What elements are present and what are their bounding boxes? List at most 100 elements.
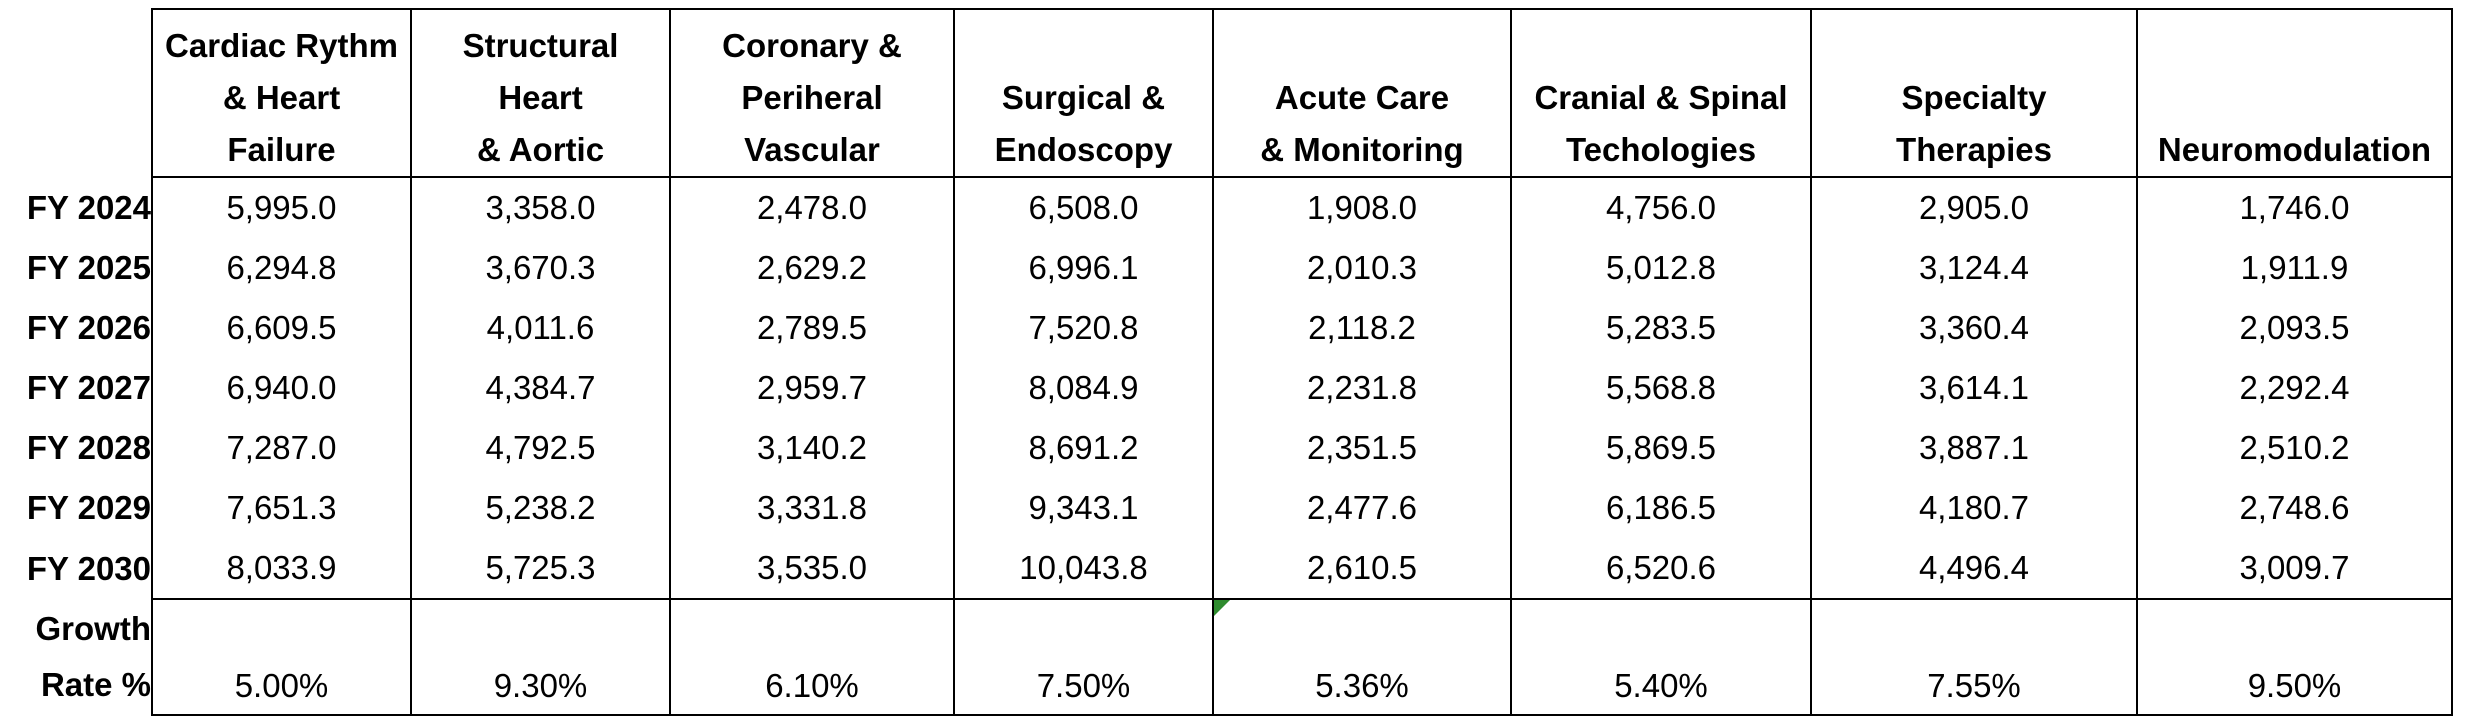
table-cell[interactable]: 6,294.8 [151, 238, 412, 298]
growth-rate-value: 6.10% [765, 667, 859, 704]
column-header[interactable]: Structural Heart & Aortic [410, 8, 671, 178]
table-row: FY 2024 5,995.0 3,358.0 2,478.0 6,508.0 1,908… [0, 177, 2453, 238]
growth-rate-label[interactable]: Growth Rate % [35, 610, 151, 703]
growth-rate-cell[interactable]: 9.30% [410, 599, 671, 716]
table-cell[interactable]: 3,360.4 [1810, 298, 2138, 358]
table-cell[interactable]: 8,084.9 [953, 358, 1214, 418]
growth-rate-row: Growth Rate % 5.00% 9.30% 6.10% 7.50% 5.36% 5.… [0, 599, 2453, 716]
table-cell[interactable]: 2,351.5 [1212, 418, 1512, 478]
table-cell[interactable]: 2,010.3 [1212, 238, 1512, 298]
table-cell[interactable]: 8,691.2 [953, 418, 1214, 478]
growth-rate-cell[interactable]: 9.50% [2136, 599, 2453, 716]
table-cell[interactable]: 5,725.3 [410, 538, 671, 600]
table-cell[interactable]: 2,629.2 [669, 238, 955, 298]
column-header[interactable]: Cardiac Rythm & Heart Failure [151, 8, 412, 178]
row-label[interactable]: FY 2029 [26, 489, 151, 526]
table-cell[interactable]: 3,331.8 [669, 478, 955, 538]
growth-rate-value: 5.40% [1614, 667, 1708, 704]
table-cell[interactable]: 3,358.0 [410, 177, 671, 238]
table-cell[interactable]: 3,614.1 [1810, 358, 2138, 418]
table-cell[interactable]: 2,510.2 [2136, 418, 2453, 478]
table-cell[interactable]: 6,186.5 [1510, 478, 1812, 538]
table-cell[interactable]: 6,609.5 [151, 298, 412, 358]
table-cell[interactable]: 2,292.4 [2136, 358, 2453, 418]
table-cell[interactable]: 3,535.0 [669, 538, 955, 600]
row-label[interactable]: FY 2026 [26, 309, 151, 346]
table-cell[interactable]: 2,093.5 [2136, 298, 2453, 358]
header-row: Cardiac Rythm & Heart Failure Structural… [0, 8, 2453, 178]
table-row: FY 2027 6,940.0 4,384.7 2,959.7 8,084.9 2,231… [0, 358, 2453, 418]
table-cell[interactable]: 3,009.7 [2136, 538, 2453, 600]
table-row: FY 2030 8,033.9 5,725.3 3,535.0 10,043.8 2,61… [0, 538, 2453, 600]
table-row: FY 2026 6,609.5 4,011.6 2,789.5 7,520.8 2,118… [0, 298, 2453, 358]
table-cell[interactable]: 10,043.8 [953, 538, 1214, 600]
growth-rate-value: 5.36% [1315, 667, 1409, 704]
table-cell[interactable]: 5,012.8 [1510, 238, 1812, 298]
column-header[interactable]: Acute Care & Monitoring [1212, 8, 1512, 178]
table-cell[interactable]: 5,283.5 [1510, 298, 1812, 358]
table-cell[interactable]: 6,996.1 [953, 238, 1214, 298]
row-label[interactable]: FY 2024 [26, 188, 151, 226]
table-cell[interactable]: 1,746.0 [2136, 177, 2453, 238]
error-indicator-icon[interactable] [1214, 600, 1230, 616]
column-header[interactable]: Surgical & Endoscopy [953, 8, 1214, 178]
table-cell[interactable]: 5,238.2 [410, 478, 671, 538]
growth-rate-value: 9.30% [493, 667, 588, 704]
growth-rate-cell[interactable]: 7.55% [1810, 599, 2138, 716]
column-header[interactable]: Specialty Therapies [1810, 8, 2138, 178]
growth-rate-cell[interactable]: 5.40% [1510, 599, 1812, 716]
table-cell[interactable]: 6,940.0 [151, 358, 412, 418]
row-label[interactable]: FY 2027 [26, 369, 151, 406]
table-row: FY 2028 7,287.0 4,792.5 3,140.2 8,691.2 2,351… [0, 418, 2453, 478]
table-cell[interactable]: 4,011.6 [410, 298, 671, 358]
growth-rate-value: 7.55% [1927, 667, 2021, 704]
table-cell[interactable]: 2,610.5 [1212, 538, 1512, 600]
table-cell[interactable]: 2,789.5 [669, 298, 955, 358]
table-cell[interactable]: 3,124.4 [1810, 238, 2138, 298]
table-cell[interactable]: 5,995.0 [151, 177, 412, 238]
table-cell[interactable]: 9,343.1 [953, 478, 1214, 538]
table-cell[interactable]: 2,118.2 [1212, 298, 1512, 358]
table-cell[interactable]: 3,670.3 [410, 238, 671, 298]
table-cell[interactable]: 5,869.5 [1510, 418, 1812, 478]
row-label[interactable]: FY 2030 [26, 549, 151, 587]
table-cell[interactable]: 6,520.6 [1510, 538, 1812, 600]
table-cell[interactable]: 2,477.6 [1212, 478, 1512, 538]
table-cell[interactable]: 1,911.9 [2136, 238, 2453, 298]
row-label[interactable]: FY 2028 [26, 429, 151, 466]
table-cell[interactable]: 4,496.4 [1810, 538, 2138, 600]
table-cell[interactable]: 4,792.5 [410, 418, 671, 478]
table-cell[interactable]: 7,287.0 [151, 418, 412, 478]
row-label[interactable]: FY 2025 [26, 249, 151, 286]
forecast-table: Cardiac Rythm & Heart Failure Structural… [0, 8, 2453, 716]
table-cell[interactable]: 2,748.6 [2136, 478, 2453, 538]
growth-rate-value: 7.50% [1036, 667, 1131, 704]
column-header[interactable]: Neuromodulation [2136, 8, 2453, 178]
table-cell[interactable]: 2,478.0 [669, 177, 955, 238]
table-cell[interactable]: 2,959.7 [669, 358, 955, 418]
growth-rate-cell[interactable]: 7.50% [953, 599, 1214, 716]
growth-rate-value: 9.50% [2247, 667, 2342, 704]
table-cell[interactable]: 7,520.8 [953, 298, 1214, 358]
table-cell[interactable]: 4,756.0 [1510, 177, 1812, 238]
table-cell[interactable]: 1,908.0 [1212, 177, 1512, 238]
column-header[interactable]: Cranial & Spinal Techologies [1510, 8, 1812, 178]
column-header[interactable]: Coronary & Periheral Vascular [669, 8, 955, 178]
table-cell[interactable]: 5,568.8 [1510, 358, 1812, 418]
table-cell[interactable]: 3,887.1 [1810, 418, 2138, 478]
table-cell[interactable]: 2,905.0 [1810, 177, 2138, 238]
growth-rate-cell[interactable]: 5.36% [1212, 599, 1512, 716]
table-row: FY 2029 7,651.3 5,238.2 3,331.8 9,343.1 2,477… [0, 478, 2453, 538]
table-cell[interactable]: 7,651.3 [151, 478, 412, 538]
table-cell[interactable]: 6,508.0 [953, 177, 1214, 238]
table-row: FY 2025 6,294.8 3,670.3 2,629.2 6,996.1 2,010… [0, 238, 2453, 298]
table-cell[interactable]: 8,033.9 [151, 538, 412, 600]
corner-cell [0, 9, 152, 177]
growth-rate-value: 5.00% [234, 667, 329, 704]
table-cell[interactable]: 4,180.7 [1810, 478, 2138, 538]
table-cell[interactable]: 2,231.8 [1212, 358, 1512, 418]
growth-rate-cell[interactable]: 5.00% [151, 599, 412, 716]
table-cell[interactable]: 3,140.2 [669, 418, 955, 478]
growth-rate-cell[interactable]: 6.10% [669, 599, 955, 716]
table-cell[interactable]: 4,384.7 [410, 358, 671, 418]
